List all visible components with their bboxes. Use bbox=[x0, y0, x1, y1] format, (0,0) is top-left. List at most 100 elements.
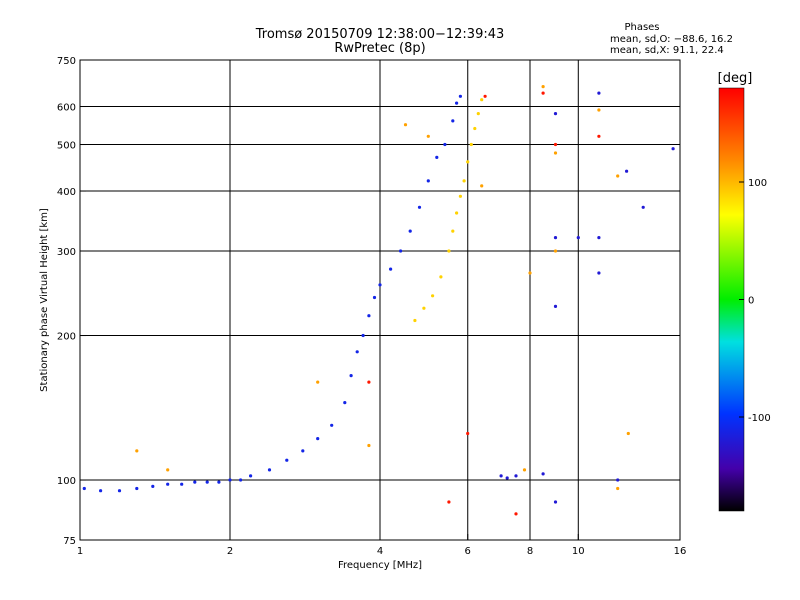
data-point bbox=[408, 229, 412, 233]
data-points bbox=[82, 85, 675, 516]
chart-title: Tromsø 20150709 12:38:00−12:39:43 bbox=[255, 27, 505, 42]
data-point bbox=[349, 374, 353, 378]
x-axis-label: Frequency [MHz] bbox=[338, 560, 422, 571]
data-point bbox=[228, 478, 232, 482]
x-tick-label: 10 bbox=[572, 546, 585, 557]
data-point bbox=[422, 306, 426, 310]
y-tick-label: 600 bbox=[57, 103, 76, 114]
data-point bbox=[249, 474, 253, 478]
data-point bbox=[626, 431, 630, 436]
data-point bbox=[597, 134, 601, 138]
data-point bbox=[528, 271, 532, 275]
data-point bbox=[217, 480, 221, 484]
data-point bbox=[151, 484, 155, 488]
x-tick-label: 8 bbox=[527, 546, 533, 557]
data-point bbox=[316, 437, 320, 441]
data-point bbox=[625, 169, 629, 173]
data-point bbox=[458, 94, 462, 98]
colorbar-tick-label: 100 bbox=[748, 178, 767, 189]
data-point bbox=[476, 112, 480, 116]
data-point bbox=[439, 275, 443, 279]
data-point bbox=[641, 205, 645, 209]
data-point bbox=[413, 318, 417, 323]
grid-lines bbox=[80, 60, 680, 540]
data-point bbox=[431, 294, 435, 298]
data-point bbox=[403, 123, 408, 127]
y-tick-label: 500 bbox=[57, 141, 76, 152]
data-point bbox=[553, 500, 558, 504]
data-point bbox=[514, 474, 518, 478]
data-point bbox=[514, 512, 518, 516]
data-point bbox=[553, 304, 558, 308]
data-point bbox=[389, 267, 393, 271]
data-point bbox=[135, 486, 139, 491]
data-point bbox=[99, 489, 103, 493]
data-point bbox=[616, 486, 620, 491]
data-point bbox=[316, 380, 320, 384]
y-axis-label: Stationary phase Virtual Height [km] bbox=[39, 208, 50, 392]
data-point bbox=[367, 314, 371, 318]
y-tick-label: 200 bbox=[57, 332, 76, 343]
data-point bbox=[193, 480, 197, 484]
data-point bbox=[499, 474, 503, 478]
data-point bbox=[553, 112, 558, 116]
y-tick-label: 75 bbox=[63, 536, 76, 547]
data-point bbox=[616, 174, 620, 178]
data-point bbox=[361, 333, 365, 338]
data-point bbox=[541, 472, 545, 476]
data-point bbox=[541, 85, 545, 89]
data-point bbox=[166, 468, 170, 472]
y-tick-label: 100 bbox=[57, 476, 76, 487]
colorbar-ticks: 100 0 -100 bbox=[739, 178, 771, 424]
data-point bbox=[367, 380, 371, 384]
colorbar-tick-label: 0 bbox=[748, 296, 754, 307]
data-point bbox=[597, 108, 601, 112]
data-point bbox=[553, 142, 558, 147]
data-point bbox=[417, 205, 422, 209]
data-point bbox=[576, 236, 580, 240]
data-point bbox=[447, 249, 451, 253]
data-point bbox=[522, 468, 527, 472]
legend-x-stats: mean, sd,X: 91.1, 22.4 bbox=[610, 45, 724, 56]
data-point bbox=[451, 229, 455, 233]
data-point bbox=[343, 401, 347, 405]
y-tick-label: 300 bbox=[57, 247, 76, 258]
legend-o-stats: mean, sd,O: −88.6, 16.2 bbox=[610, 34, 733, 45]
data-point bbox=[483, 94, 487, 98]
data-point bbox=[166, 482, 170, 486]
data-point bbox=[462, 179, 466, 183]
data-point bbox=[330, 423, 334, 427]
data-point bbox=[180, 482, 184, 486]
data-point bbox=[671, 147, 675, 151]
data-point bbox=[367, 443, 371, 448]
y-tick-label: 750 bbox=[57, 56, 76, 67]
x-tick-label: 4 bbox=[377, 546, 383, 557]
data-point bbox=[435, 155, 439, 159]
data-point bbox=[443, 142, 447, 147]
x-tick-label: 2 bbox=[227, 546, 233, 557]
data-point bbox=[378, 283, 382, 287]
data-point bbox=[473, 126, 477, 131]
data-point bbox=[616, 478, 620, 482]
data-point bbox=[301, 449, 305, 453]
data-point bbox=[597, 271, 601, 275]
data-point bbox=[135, 449, 139, 453]
data-point bbox=[117, 489, 122, 493]
data-point bbox=[458, 194, 462, 198]
data-point bbox=[372, 295, 377, 300]
data-point bbox=[451, 119, 455, 123]
data-point bbox=[553, 249, 558, 253]
x-tick-label: 6 bbox=[465, 546, 471, 557]
data-point bbox=[469, 142, 473, 147]
data-point bbox=[466, 431, 470, 436]
data-point bbox=[480, 98, 484, 102]
colorbar-label: [deg] bbox=[718, 71, 753, 86]
data-point bbox=[455, 101, 459, 105]
data-point bbox=[466, 160, 470, 164]
data-point bbox=[239, 478, 243, 482]
data-point bbox=[553, 151, 558, 155]
legend-title: Phases bbox=[624, 22, 659, 33]
data-point bbox=[553, 236, 558, 240]
data-point bbox=[285, 458, 289, 462]
